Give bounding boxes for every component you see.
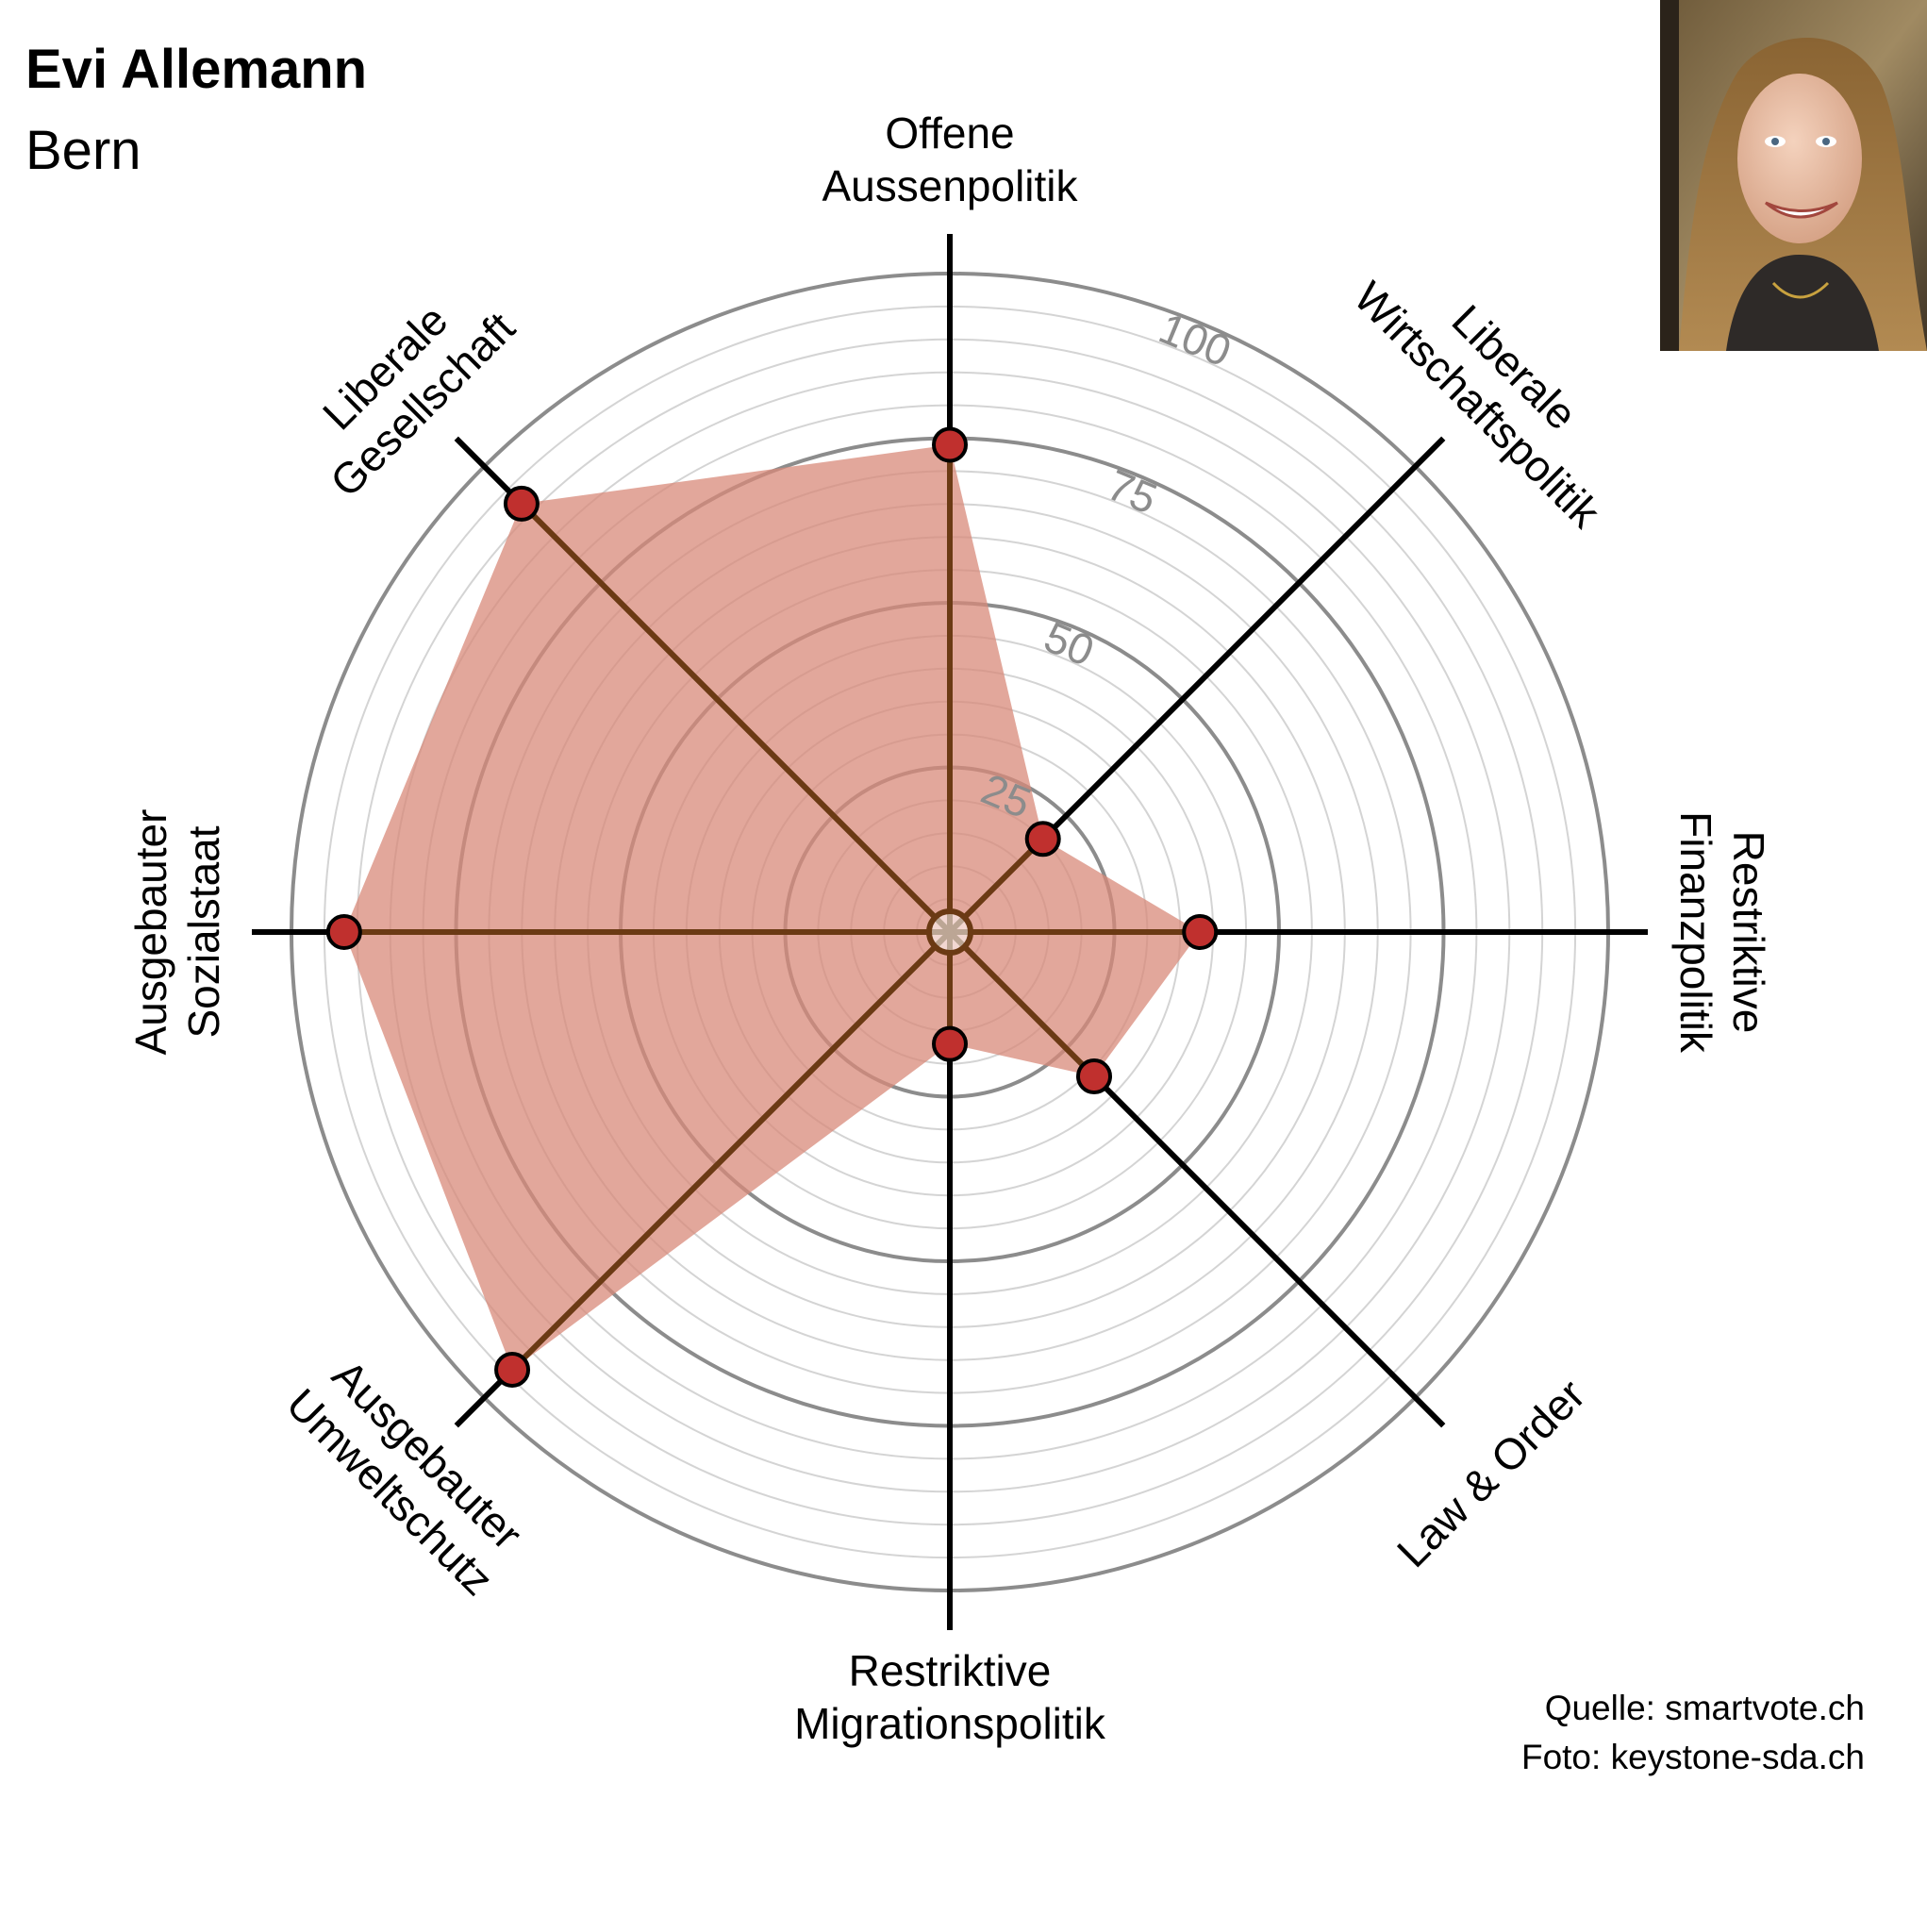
axis-label: Ausgebauter Sozialstaat (126, 809, 228, 1056)
candidate-photo (1660, 0, 1927, 351)
chart-points (325, 426, 1219, 1388)
data-point (932, 1025, 968, 1062)
axis-label-line: Ausgebauter (126, 809, 175, 1056)
data-point (1076, 1058, 1113, 1095)
data-area (343, 444, 1201, 1370)
center-ring (926, 908, 973, 956)
data-point (932, 426, 968, 463)
tick-label: 100 (1153, 303, 1238, 375)
data-point (1024, 821, 1061, 858)
data-point (494, 1351, 531, 1388)
axis-label-line: Aussenpolitik (822, 161, 1078, 210)
data-point (1182, 914, 1219, 950)
axis-label-line: Sozialstaat (179, 825, 228, 1038)
tick-label: 75 (1101, 459, 1164, 524)
axis-label-line: Migrationspolitik (794, 1699, 1106, 1748)
axis-line-inside (947, 929, 1097, 1079)
axis-label-line: Offene (885, 108, 1014, 158)
axis-line-inside (509, 929, 953, 1373)
axis-label-line: Restriktive (849, 1646, 1052, 1695)
axis-label-line: Finanzpolitik (1671, 811, 1720, 1054)
data-point (503, 485, 540, 522)
tick-label: 50 (1038, 612, 1101, 676)
candidate-region: Bern (25, 120, 141, 181)
axis-line-inside (519, 501, 953, 935)
photo-credit: Foto: keystone-sda.ch (1520, 1738, 1865, 1776)
axis-label-line: Restriktive (1724, 831, 1773, 1034)
chart-axes-inside-area (343, 444, 1201, 1373)
source-credit: Quelle: smartvote.ch (1544, 1689, 1865, 1727)
data-point (325, 914, 362, 950)
candidate-name: Evi Allemann (25, 39, 368, 100)
